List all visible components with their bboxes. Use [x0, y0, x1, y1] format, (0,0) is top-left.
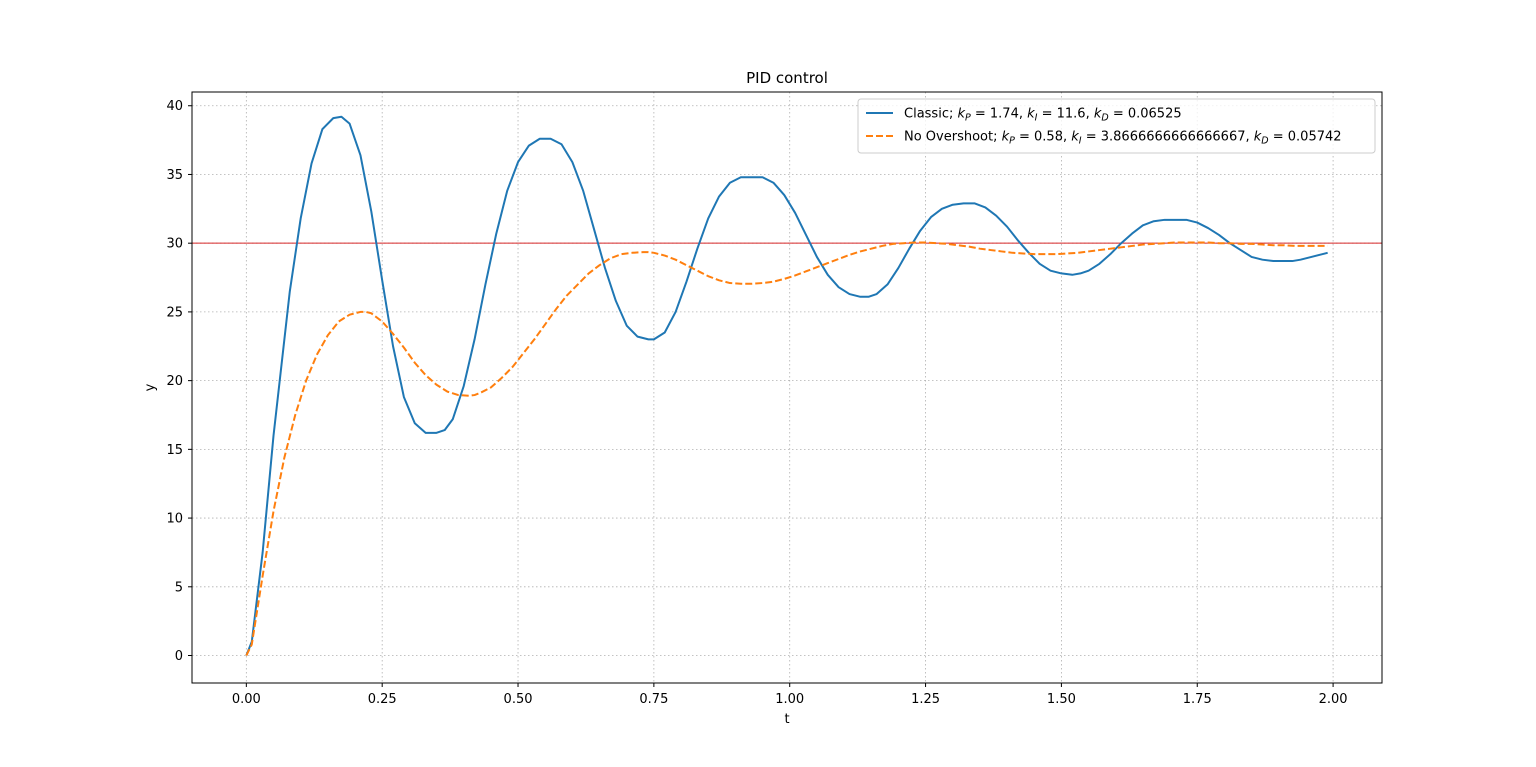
y-tick-label: 35	[166, 168, 183, 183]
series-line-2	[245, 241, 1328, 656]
x-tick-label: 1.50	[1047, 692, 1076, 707]
y-ticks: 0 5 10 15 20 25 30 35 40	[166, 99, 192, 664]
series-layer	[245, 115, 1328, 656]
x-tick-label: 0.00	[232, 692, 261, 707]
chart-title: PID control	[746, 69, 828, 87]
x-tick-label: 0.50	[504, 692, 533, 707]
y-tick-label: 15	[166, 443, 183, 458]
x-tick-label: 2.00	[1319, 692, 1348, 707]
y-tick-label: 25	[166, 305, 183, 320]
x-axis-label: t	[784, 712, 789, 727]
legend-box	[857, 98, 1376, 154]
legend-entry-1: Classic; kP = 1.74, kI = 11.6, kD = 0.06…	[904, 107, 1182, 124]
legend: Classic; kP = 1.74, kI = 11.6, kD = 0.06…	[857, 98, 1376, 154]
axes-frame	[191, 91, 1383, 684]
x-tick-label: 0.25	[368, 692, 397, 707]
legend-entry-2: No Overshoot; kP = 0.58, kI = 3.86666666…	[904, 130, 1342, 147]
y-tick-label: 0	[175, 649, 183, 664]
x-tick-label: 1.25	[911, 692, 940, 707]
x-tick-label: 0.75	[639, 692, 668, 707]
x-ticks: 0.00 0.25 0.50 0.75 1.00 1.25 1.50 1.75 2.00	[232, 683, 1348, 707]
y-tick-label: 10	[166, 512, 183, 527]
grid	[192, 92, 1382, 683]
y-tick-label: 40	[166, 99, 183, 114]
series-line-1	[245, 115, 1328, 656]
y-tick-label: 20	[166, 374, 183, 389]
x-tick-label: 1.00	[775, 692, 804, 707]
y-tick-label: 30	[166, 237, 183, 252]
y-tick-label: 5	[175, 580, 183, 595]
plot-area	[245, 115, 1328, 656]
y-axis-label: y	[143, 383, 158, 391]
x-tick-label: 1.75	[1183, 692, 1212, 707]
